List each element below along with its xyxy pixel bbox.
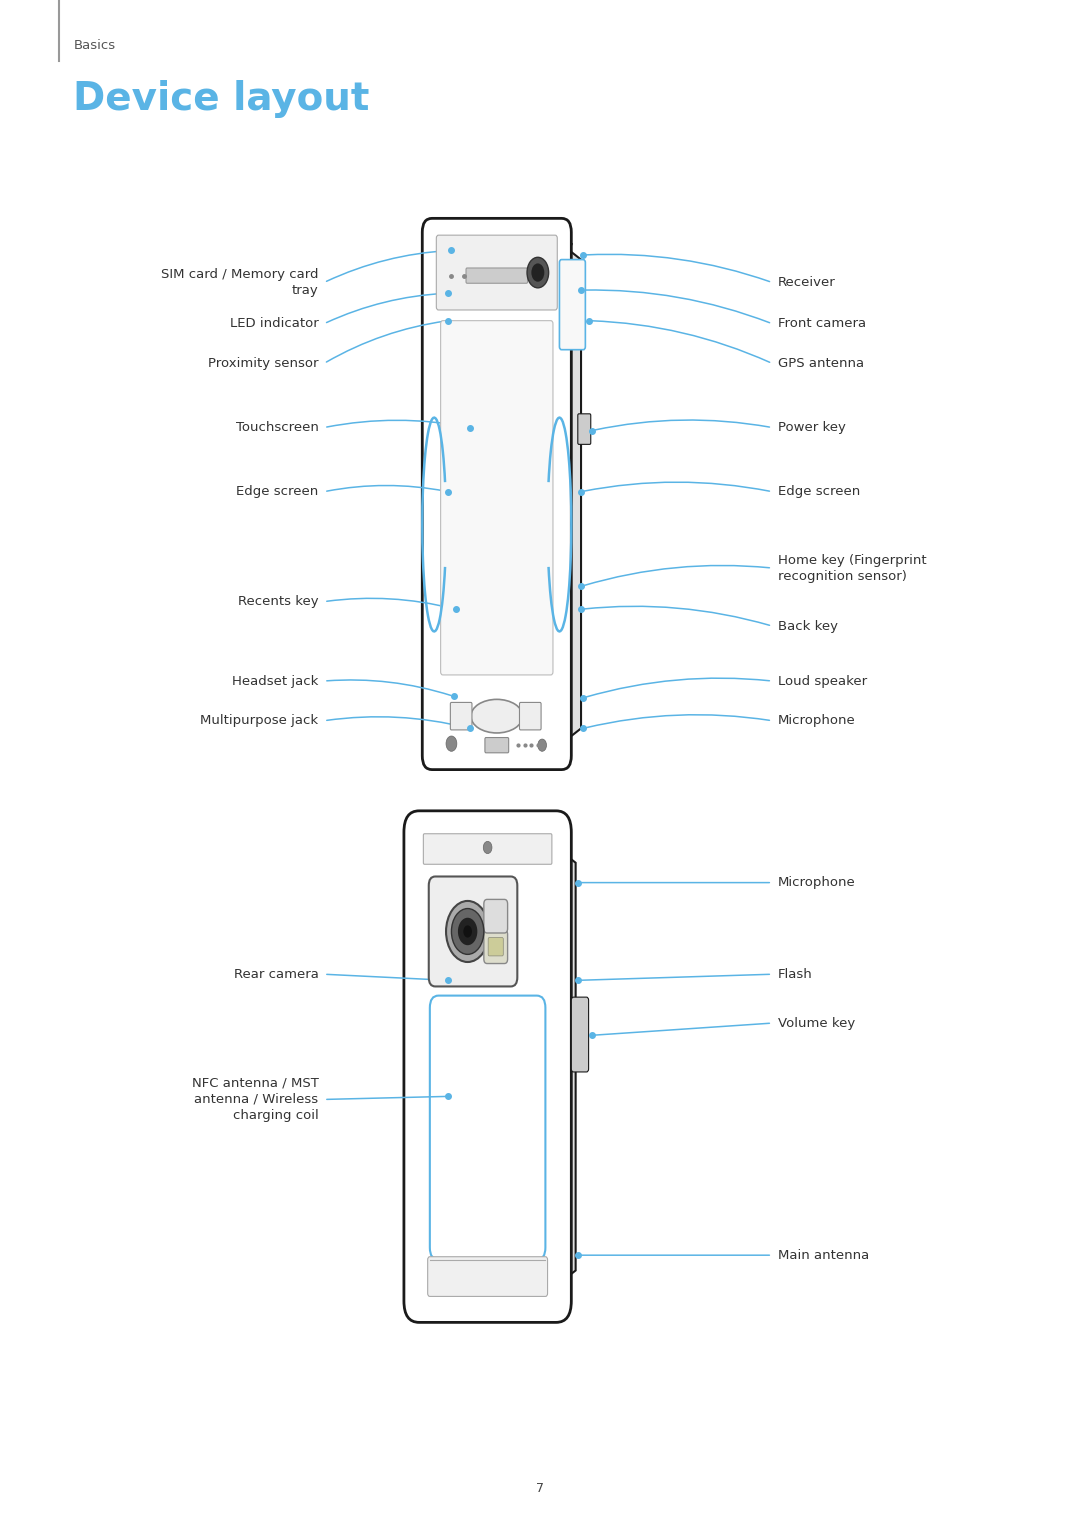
Text: Multipurpose jack: Multipurpose jack [201, 715, 319, 727]
Text: LED indicator: LED indicator [230, 318, 319, 330]
Text: Microphone: Microphone [778, 876, 855, 889]
FancyBboxPatch shape [429, 876, 517, 986]
FancyBboxPatch shape [428, 1257, 548, 1296]
FancyBboxPatch shape [578, 414, 591, 444]
Text: Main antenna: Main antenna [778, 1249, 868, 1261]
Circle shape [451, 909, 484, 954]
Polygon shape [441, 232, 572, 244]
Text: Headset jack: Headset jack [232, 675, 319, 687]
FancyBboxPatch shape [519, 702, 541, 730]
Text: GPS antenna: GPS antenna [778, 357, 864, 370]
Text: Proximity sensor: Proximity sensor [208, 357, 319, 370]
FancyBboxPatch shape [441, 321, 553, 675]
Text: Edge screen: Edge screen [778, 486, 860, 498]
FancyBboxPatch shape [423, 834, 552, 864]
FancyBboxPatch shape [436, 235, 557, 310]
Text: Touchscreen: Touchscreen [235, 421, 319, 434]
FancyBboxPatch shape [422, 218, 571, 770]
Text: Recents key: Recents key [238, 596, 319, 608]
FancyBboxPatch shape [485, 738, 509, 753]
Text: Back key: Back key [778, 620, 838, 632]
Text: NFC antenna / MST
antenna / Wireless
charging coil: NFC antenna / MST antenna / Wireless cha… [192, 1077, 319, 1122]
Ellipse shape [471, 699, 523, 733]
Text: Basics: Basics [73, 38, 116, 52]
Circle shape [446, 736, 457, 751]
Circle shape [484, 841, 492, 854]
FancyBboxPatch shape [488, 938, 503, 956]
Polygon shape [428, 832, 567, 844]
Text: Edge screen: Edge screen [237, 486, 319, 498]
Text: Volume key: Volume key [778, 1017, 855, 1029]
FancyBboxPatch shape [404, 811, 571, 1322]
FancyBboxPatch shape [559, 260, 585, 350]
Text: Power key: Power key [778, 421, 846, 434]
Circle shape [531, 263, 544, 281]
FancyBboxPatch shape [484, 930, 508, 964]
Text: Receiver: Receiver [778, 276, 835, 289]
Circle shape [446, 901, 489, 962]
FancyBboxPatch shape [467, 267, 528, 282]
Text: Rear camera: Rear camera [233, 968, 319, 980]
Polygon shape [562, 244, 581, 744]
Text: Loud speaker: Loud speaker [778, 675, 867, 687]
Polygon shape [556, 847, 576, 1286]
Text: Home key (Fingerprint
recognition sensor): Home key (Fingerprint recognition sensor… [778, 554, 927, 582]
Circle shape [458, 918, 477, 945]
Circle shape [527, 257, 549, 287]
FancyBboxPatch shape [571, 997, 589, 1072]
Text: Device layout: Device layout [73, 79, 369, 118]
Text: Microphone: Microphone [778, 715, 855, 727]
Circle shape [463, 925, 472, 938]
Text: Front camera: Front camera [778, 318, 866, 330]
FancyBboxPatch shape [484, 899, 508, 933]
FancyBboxPatch shape [450, 702, 472, 730]
Text: Flash: Flash [778, 968, 812, 980]
Text: SIM card / Memory card
tray: SIM card / Memory card tray [161, 269, 319, 296]
Circle shape [538, 739, 546, 751]
Text: 7: 7 [536, 1483, 544, 1495]
